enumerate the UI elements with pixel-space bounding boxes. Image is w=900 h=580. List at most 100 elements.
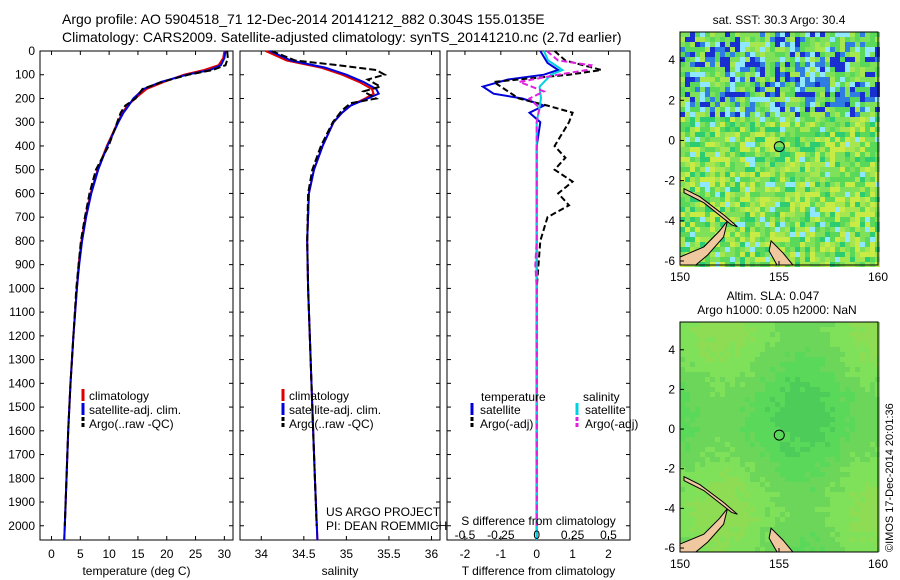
map-cell bbox=[855, 527, 860, 532]
map-cell bbox=[845, 157, 850, 162]
map-cell bbox=[865, 417, 870, 422]
map-cell bbox=[730, 502, 735, 507]
map-cell bbox=[865, 342, 870, 347]
map-cell bbox=[795, 512, 800, 517]
map-cell bbox=[720, 427, 725, 432]
map-cell bbox=[865, 457, 870, 462]
map-cell bbox=[845, 222, 850, 227]
map-cell bbox=[695, 42, 700, 47]
map-cell bbox=[685, 127, 690, 132]
map-cell bbox=[860, 442, 865, 447]
map-cell bbox=[860, 37, 865, 42]
map-cell bbox=[775, 152, 780, 157]
map-cell bbox=[820, 397, 825, 402]
map-cell bbox=[710, 182, 715, 187]
map-cell bbox=[750, 392, 755, 397]
map-cell bbox=[810, 537, 815, 542]
map-cell bbox=[855, 102, 860, 107]
map-cell bbox=[745, 252, 750, 257]
map-cell bbox=[795, 537, 800, 542]
map-cell bbox=[735, 522, 740, 527]
map-cell bbox=[760, 537, 765, 542]
map-cell bbox=[795, 112, 800, 117]
map-cell bbox=[840, 157, 845, 162]
map-cell bbox=[830, 247, 835, 252]
map-cell bbox=[765, 482, 770, 487]
map-cell bbox=[760, 127, 765, 132]
map-cell bbox=[780, 207, 785, 212]
map-cell bbox=[725, 157, 730, 162]
map-cell bbox=[730, 37, 735, 42]
map-cell bbox=[730, 332, 735, 337]
map-cell bbox=[680, 97, 685, 102]
map-cell bbox=[745, 172, 750, 177]
map-cell bbox=[765, 502, 770, 507]
map-cell bbox=[680, 127, 685, 132]
map-cell bbox=[815, 197, 820, 202]
map-cell bbox=[750, 467, 755, 472]
map-cell bbox=[815, 122, 820, 127]
map-cell bbox=[795, 67, 800, 72]
map-cell bbox=[680, 62, 685, 67]
map-cell bbox=[740, 417, 745, 422]
map-cell bbox=[780, 347, 785, 352]
map-cell bbox=[720, 137, 725, 142]
map-cell bbox=[870, 427, 875, 432]
map-cell bbox=[830, 542, 835, 547]
map-cell bbox=[705, 322, 710, 327]
map-cell bbox=[800, 537, 805, 542]
map-cell bbox=[820, 372, 825, 377]
map-cell bbox=[830, 422, 835, 427]
map-cell bbox=[735, 392, 740, 397]
map-cell bbox=[720, 252, 725, 257]
map-cell bbox=[705, 417, 710, 422]
map-cell bbox=[780, 122, 785, 127]
map-cell bbox=[730, 437, 735, 442]
map-cell bbox=[830, 437, 835, 442]
map-cell bbox=[755, 367, 760, 372]
map-cell bbox=[720, 327, 725, 332]
map-cell bbox=[745, 412, 750, 417]
map-cell bbox=[695, 162, 700, 167]
map-cell bbox=[700, 347, 705, 352]
map-cell bbox=[805, 437, 810, 442]
map-cell bbox=[685, 502, 690, 507]
map-cell bbox=[750, 162, 755, 167]
map-cell bbox=[855, 342, 860, 347]
map-cell bbox=[725, 467, 730, 472]
map-cell bbox=[835, 542, 840, 547]
map-cell bbox=[705, 102, 710, 107]
map-cell bbox=[725, 492, 730, 497]
map-cell bbox=[715, 147, 720, 152]
map-cell bbox=[775, 167, 780, 172]
map-cell bbox=[750, 497, 755, 502]
map-cell bbox=[750, 357, 755, 362]
map-cell bbox=[780, 62, 785, 67]
map-cell bbox=[725, 457, 730, 462]
map-cell bbox=[685, 322, 690, 327]
map-cell bbox=[690, 442, 695, 447]
map-cell bbox=[820, 112, 825, 117]
map-cell bbox=[865, 77, 870, 82]
map-cell bbox=[855, 227, 860, 232]
map-cell bbox=[725, 247, 730, 252]
map-cell bbox=[810, 462, 815, 467]
map-cell bbox=[770, 472, 775, 477]
map-cell bbox=[735, 467, 740, 472]
map-cell bbox=[715, 397, 720, 402]
map-cell bbox=[825, 377, 830, 382]
map-cell bbox=[790, 67, 795, 72]
map-cell bbox=[765, 447, 770, 452]
map-cell bbox=[750, 527, 755, 532]
map-cell bbox=[680, 47, 685, 52]
differences-xlabel: T difference from climatology bbox=[462, 564, 616, 578]
map-cell bbox=[705, 382, 710, 387]
map-cell bbox=[745, 72, 750, 77]
chart-panels: 0100200300400500600700800900100011001200… bbox=[8, 13, 888, 578]
map-cell bbox=[725, 97, 730, 102]
map-cell bbox=[770, 337, 775, 342]
map-cell bbox=[795, 137, 800, 142]
map-cell bbox=[800, 147, 805, 152]
map-cell bbox=[700, 52, 705, 57]
